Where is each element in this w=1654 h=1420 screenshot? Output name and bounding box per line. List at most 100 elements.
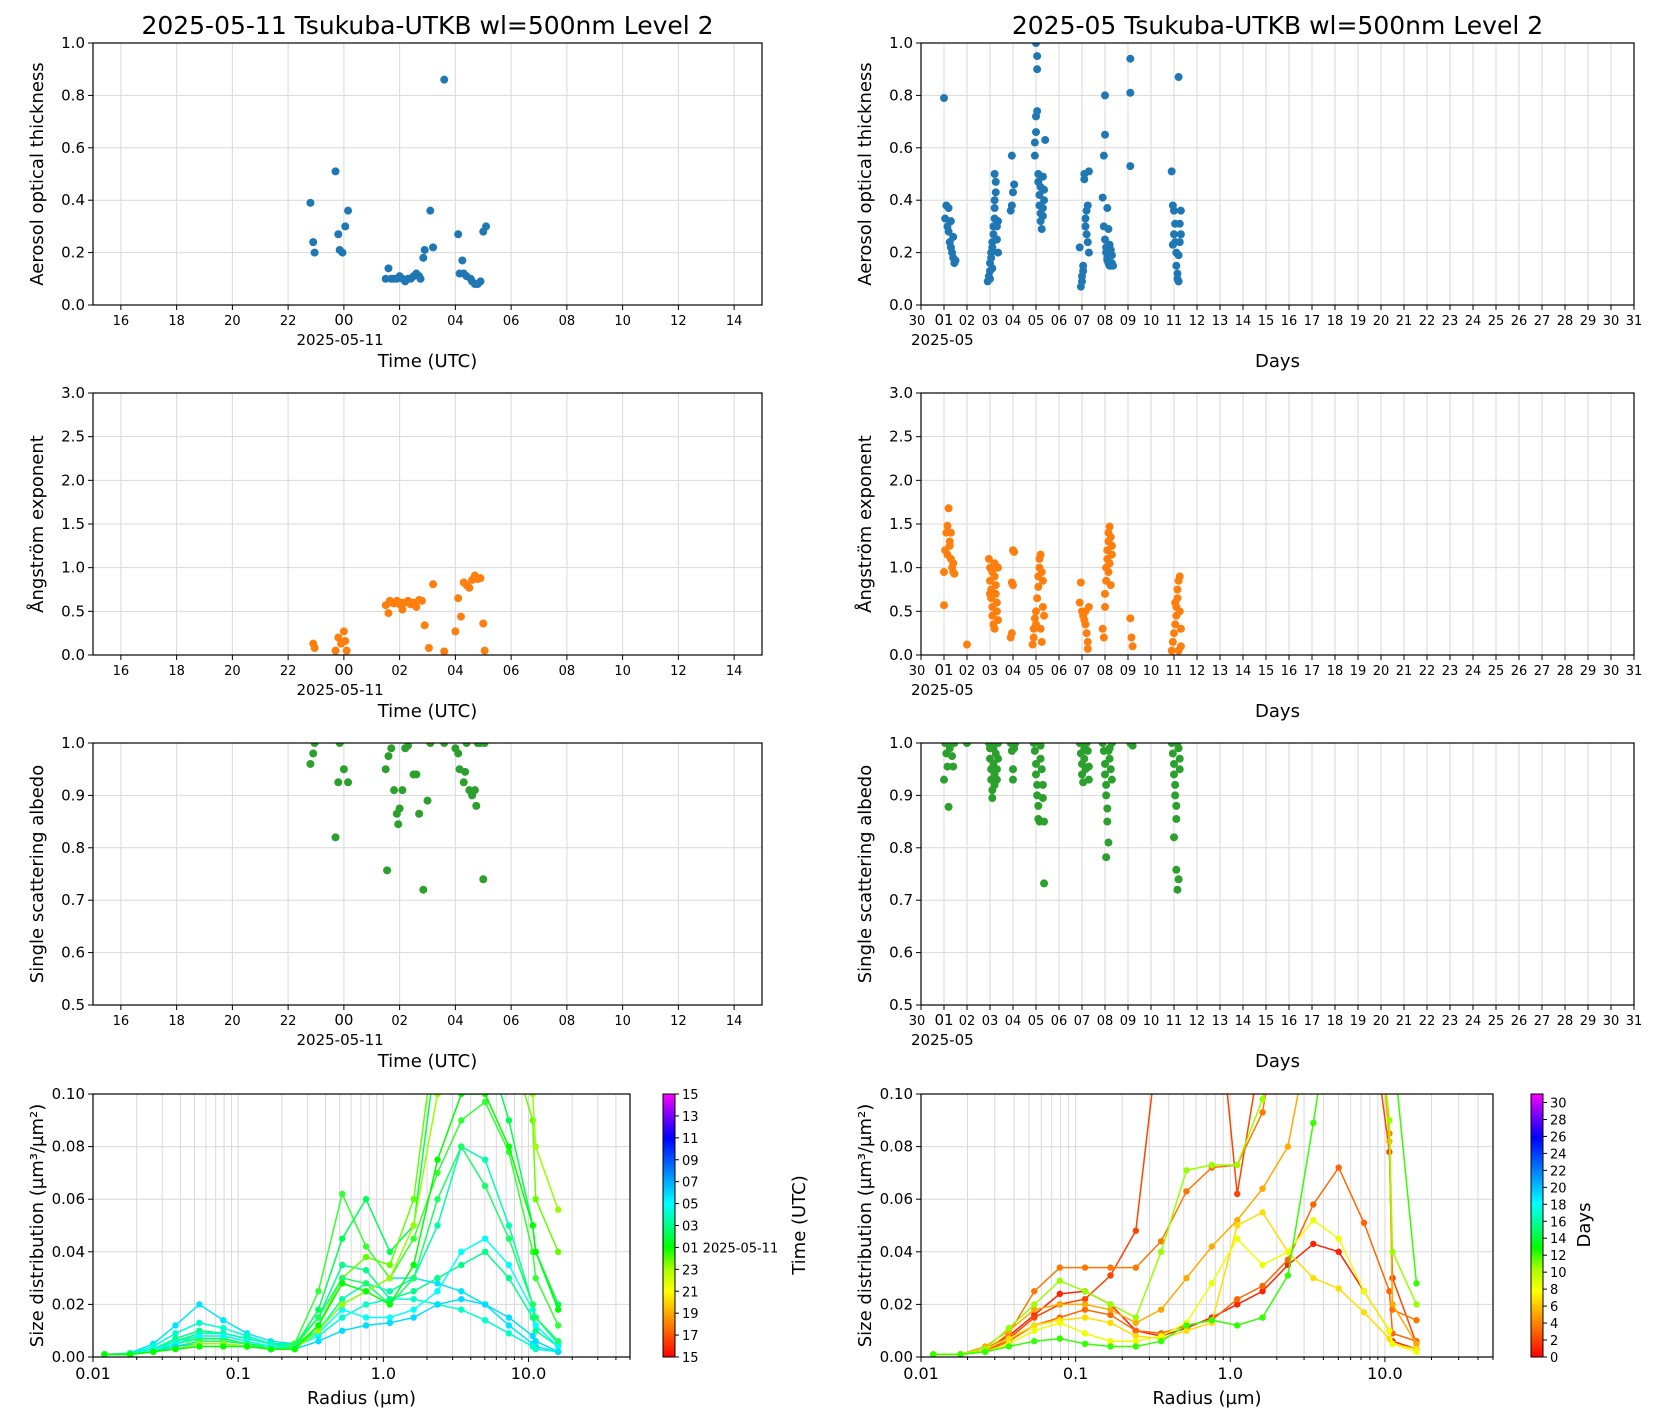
data-point bbox=[940, 601, 948, 610]
x-tick-label: 15 bbox=[1258, 664, 1275, 679]
data-point bbox=[1081, 1288, 1089, 1295]
data-point bbox=[554, 1322, 562, 1329]
data-point bbox=[1209, 933, 1215, 939]
data-point bbox=[267, 1345, 275, 1353]
data-point bbox=[481, 1182, 489, 1190]
data-point bbox=[1031, 1322, 1038, 1329]
x-tick-label: 02 bbox=[391, 1014, 408, 1029]
x-tick-label: 24 bbox=[1465, 314, 1482, 329]
data-point bbox=[1082, 629, 1091, 638]
data-point bbox=[458, 1306, 465, 1313]
series-line bbox=[933, 1094, 1418, 1356]
data-point bbox=[1171, 620, 1180, 629]
data-point bbox=[1030, 138, 1039, 147]
x-axis-label: Time (UTC) bbox=[377, 701, 478, 722]
data-point bbox=[990, 204, 999, 213]
data-point bbox=[1099, 151, 1108, 160]
data-point bbox=[1031, 1301, 1038, 1308]
data-point bbox=[1234, 1190, 1241, 1198]
data-point bbox=[1040, 879, 1049, 888]
data-point bbox=[1056, 1290, 1064, 1298]
data-point bbox=[1413, 1340, 1420, 1348]
data-point bbox=[1310, 1119, 1317, 1127]
data-point bbox=[1335, 959, 1341, 965]
data-point bbox=[532, 1314, 539, 1321]
data-point bbox=[505, 1222, 513, 1229]
data-point bbox=[1037, 765, 1046, 774]
data-point bbox=[434, 1280, 441, 1287]
x-tick-label: 03 bbox=[982, 1014, 999, 1029]
data-point bbox=[458, 1094, 465, 1098]
data-point bbox=[1171, 791, 1180, 800]
data-point bbox=[458, 1261, 465, 1269]
data-point bbox=[1081, 1264, 1089, 1271]
data-point bbox=[990, 170, 999, 178]
data-point bbox=[419, 253, 428, 262]
data-point bbox=[946, 528, 955, 537]
colorbar-bar bbox=[662, 1093, 676, 1358]
data-point bbox=[482, 222, 491, 231]
data-point bbox=[341, 637, 350, 646]
x-tick-label: 15 bbox=[1258, 314, 1275, 329]
x-tick-label: 06 bbox=[503, 1014, 520, 1029]
data-point bbox=[362, 1301, 370, 1308]
data-point bbox=[984, 554, 993, 563]
y-tick-label: 0.02 bbox=[52, 1295, 85, 1313]
data-point bbox=[1157, 1248, 1165, 1256]
data-point bbox=[1081, 1306, 1089, 1313]
data-point bbox=[1413, 1316, 1420, 1324]
data-point bbox=[940, 94, 948, 103]
x-tick-label: 04 bbox=[1005, 664, 1022, 679]
data-point bbox=[1389, 1340, 1396, 1348]
x-tick-label: 31 bbox=[1626, 664, 1643, 679]
x-tick-label: 23 bbox=[1442, 314, 1459, 329]
plot-area bbox=[306, 75, 491, 289]
data-point bbox=[1038, 794, 1047, 803]
data-point bbox=[1259, 1209, 1266, 1216]
x-tick-label: 08 bbox=[559, 314, 576, 329]
x-tick-label: 13 bbox=[1212, 664, 1229, 679]
data-point bbox=[554, 1343, 562, 1350]
data-point bbox=[1389, 1248, 1396, 1256]
x-tick-label: 18 bbox=[168, 664, 185, 679]
plot-area bbox=[940, 743, 1184, 894]
y-tick-label: 1.0 bbox=[61, 34, 85, 52]
data-point bbox=[1208, 1161, 1216, 1169]
data-point bbox=[1413, 1280, 1420, 1287]
data-point bbox=[994, 754, 1003, 763]
axes-frame bbox=[920, 42, 1635, 306]
data-point bbox=[458, 1295, 465, 1303]
x-tick-label: 1.0 bbox=[1218, 1364, 1243, 1383]
data-point bbox=[943, 521, 952, 530]
colorbar-tick-label: 4 bbox=[1550, 1317, 1558, 1332]
data-point bbox=[476, 277, 485, 286]
data-point bbox=[410, 1288, 417, 1295]
data-point bbox=[454, 230, 463, 239]
x-tick-label: 13 bbox=[1212, 314, 1229, 329]
size-distribution-series bbox=[101, 1098, 562, 1357]
x-axis-label: Days bbox=[1255, 701, 1300, 722]
data-point bbox=[940, 568, 948, 577]
data-point bbox=[992, 765, 1001, 774]
data-point bbox=[1126, 614, 1135, 623]
date-offset-label: 2025-05-11 bbox=[296, 1031, 383, 1049]
x-tick-label: 31 bbox=[1626, 1014, 1643, 1029]
colorbar-tick-label: 19 bbox=[682, 1307, 699, 1322]
x-tick-label: 0.01 bbox=[75, 1364, 111, 1383]
series-line bbox=[104, 1094, 559, 1356]
x-tick-label: 30 bbox=[1603, 1014, 1620, 1029]
data-point bbox=[481, 1248, 489, 1256]
data-point bbox=[532, 1274, 539, 1282]
data-point bbox=[944, 227, 953, 236]
x-tick-label: 13 bbox=[1212, 1014, 1229, 1029]
data-point bbox=[458, 933, 464, 939]
data-point bbox=[1081, 1340, 1089, 1348]
x-tick-label: 17 bbox=[1304, 1014, 1321, 1029]
data-point bbox=[1335, 828, 1341, 834]
x-axis-label: Radius (µm) bbox=[1152, 1388, 1261, 1409]
data-point bbox=[150, 1348, 157, 1355]
size-distribution-series bbox=[101, 1094, 562, 1357]
data-point bbox=[1007, 629, 1016, 638]
x-tick-label: 25 bbox=[1488, 1014, 1505, 1029]
data-point bbox=[410, 1306, 417, 1313]
